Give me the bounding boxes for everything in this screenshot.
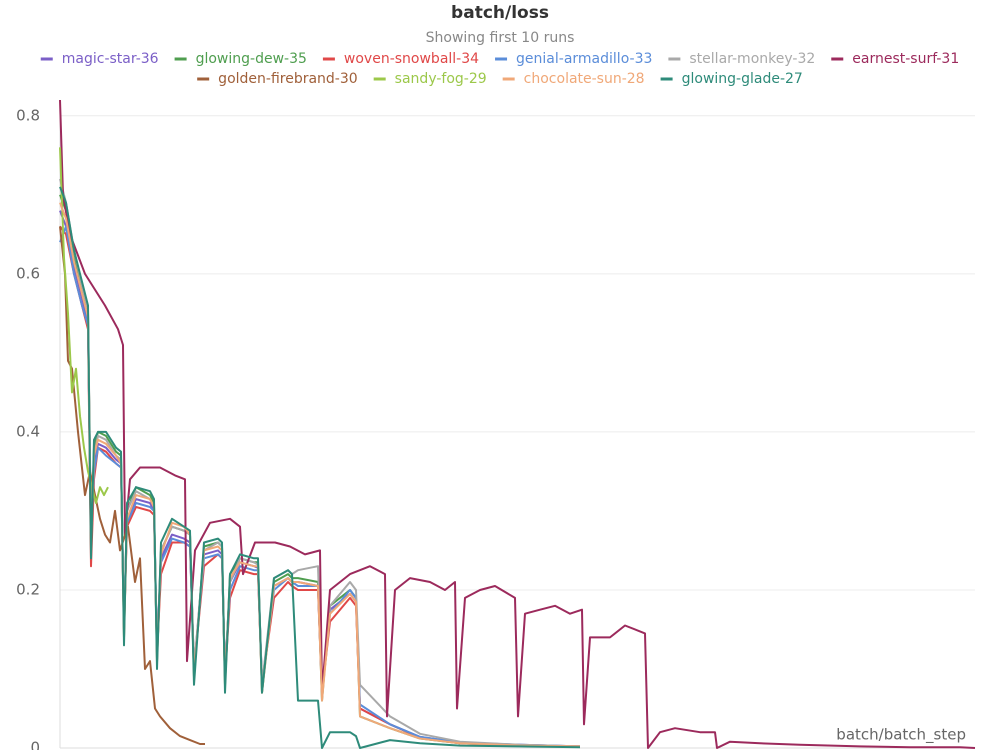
y-tick-label: 0.4 (16, 422, 40, 440)
series-line (59, 178, 581, 748)
series-line (59, 99, 976, 749)
legend-label: magic-star-36 (62, 51, 159, 67)
legend-label: glowing-glade-27 (682, 71, 803, 87)
series-line (59, 225, 581, 748)
y-tick-label: 0.6 (16, 264, 40, 282)
legend-label: woven-snowball-34 (344, 51, 479, 67)
legend-label: glowing-dew-35 (196, 51, 307, 67)
legend-label: earnest-surf-31 (852, 51, 959, 67)
legend-row: golden-firebrand-30 sandy-fog-29 chocolate… (197, 71, 803, 87)
series-line (59, 147, 109, 504)
chart-subtitle: Showing first 10 runs (426, 30, 575, 46)
series-line (59, 194, 581, 748)
legend-label: chocolate-sun-28 (524, 71, 645, 87)
series-line (59, 225, 581, 748)
chart-title: batch/loss (451, 3, 549, 23)
legend-label: stellar-monkey-32 (689, 51, 815, 67)
x-axis-label: batch/batch_step (836, 726, 966, 745)
series-line (59, 186, 581, 749)
legend-label: golden-firebrand-30 (218, 71, 358, 87)
y-tick-label: 0.2 (16, 580, 40, 598)
y-tick-label: 0.8 (16, 106, 40, 124)
legend-label: genial-armadillo-33 (516, 51, 652, 67)
series-line (59, 202, 581, 748)
legend-label: sandy-fog-29 (395, 71, 487, 87)
legend-row: magic-star-36 glowing-dew-35 woven-snowbal… (40, 51, 959, 67)
y-tick-label: 0 (30, 739, 40, 750)
series-line (59, 226, 205, 745)
